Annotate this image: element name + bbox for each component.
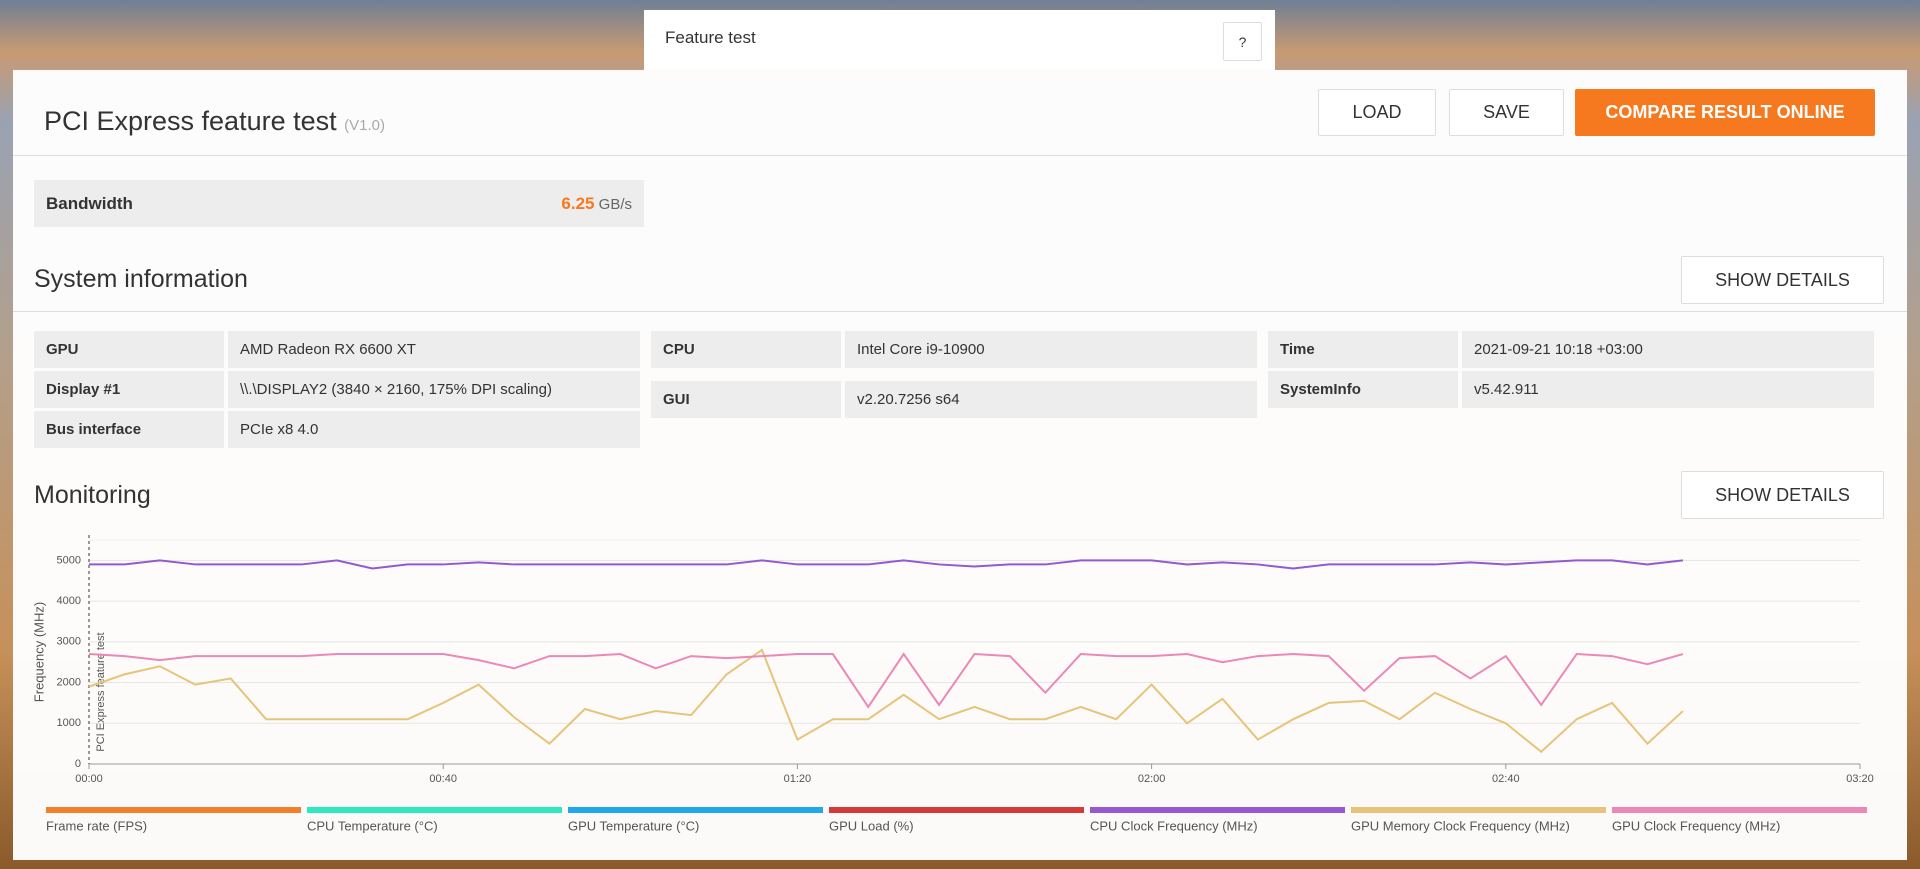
x-tick-label: 02:40 (1492, 773, 1520, 785)
y-tick-label: 3000 (57, 636, 81, 648)
y-tick-label: 1000 (57, 717, 81, 729)
legend-swatch (568, 807, 823, 813)
series-line (88, 648, 1684, 754)
legend-label: Frame rate (FPS) (46, 818, 147, 833)
info-value: 2021-09-21 10:18 +03:00 (1462, 331, 1874, 368)
result-value: 6.25 (561, 193, 595, 213)
info-label: GPU (34, 331, 224, 368)
legend-label: CPU Clock Frequency (MHz) (1090, 818, 1258, 833)
legend-label: GPU Clock Frequency (MHz) (1612, 818, 1780, 833)
y-tick-label: 4000 (57, 595, 81, 607)
info-value: AMD Radeon RX 6600 XT (228, 331, 640, 368)
legend-swatch (307, 807, 562, 813)
result-row: Bandwidth 6.25 GB/s (34, 180, 644, 227)
tab: Feature test ? (644, 10, 1275, 70)
info-label: GUI (651, 381, 841, 418)
show-details-button[interactable]: SHOW DETAILS (1681, 256, 1884, 304)
separator (13, 311, 1907, 312)
result-value-wrap: 6.25 GB/s (561, 194, 632, 214)
section-title: Monitoring (34, 481, 151, 509)
y-tick-label: 2000 (57, 676, 81, 688)
x-tick-label: 02:00 (1138, 773, 1166, 785)
legend-label: GPU Memory Clock Frequency (MHz) (1351, 818, 1570, 833)
legend-label: GPU Temperature (°C) (568, 818, 699, 833)
info-label: CPU (651, 331, 841, 368)
show-details-button[interactable]: SHOW DETAILS (1681, 471, 1884, 519)
help-button[interactable]: ? (1223, 22, 1262, 61)
info-value: v2.20.7256 s64 (845, 381, 1257, 418)
y-tick-label: 0 (75, 758, 81, 770)
y-axis-label: Frequency (MHz) (31, 602, 46, 702)
tab-title: Feature test (665, 28, 756, 47)
info-label: Display #1 (34, 371, 224, 408)
x-tick-label: 03:20 (1846, 773, 1874, 785)
info-label: Time (1268, 331, 1458, 368)
info-value: \\.\DISPLAY2 (3840 × 2160, 175% DPI scal… (228, 371, 640, 408)
x-tick-label: 01:20 (784, 773, 812, 785)
result-label: Bandwidth (46, 193, 133, 213)
info-label: Bus interface (34, 411, 224, 448)
monitoring-chart: 0 1000 2000 3000 4000 5000 00:00 00:40 01:20 02:0… (31, 535, 1874, 833)
compare-button[interactable]: COMPARE RESULT ONLINE (1575, 89, 1875, 136)
legend-label: GPU Load (%) (829, 818, 914, 833)
info-value: v5.42.911 (1462, 371, 1874, 408)
section-title: System information (34, 265, 248, 293)
legend-swatch (1351, 807, 1606, 813)
save-button[interactable]: SAVE (1449, 89, 1564, 136)
series-line (89, 559, 1684, 570)
x-tick-label: 00:40 (429, 773, 457, 785)
info-label: SystemInfo (1268, 371, 1458, 408)
legend-swatch (1612, 807, 1867, 813)
version: (V1.0) (344, 117, 385, 134)
y-tick-label: 5000 (57, 554, 81, 566)
legend-swatch (46, 807, 301, 813)
separator (13, 155, 1907, 156)
legend-label: CPU Temperature (°C) (307, 818, 438, 833)
legend-swatch (829, 807, 1084, 813)
series-line (88, 652, 1684, 709)
title-text: PCI Express feature test (44, 106, 337, 136)
legend-swatch (1090, 807, 1345, 813)
load-button[interactable]: LOAD (1318, 89, 1436, 136)
x-tick-label: 00:00 (75, 773, 103, 785)
annotation: PCI Express feature test (95, 632, 107, 751)
result-unit: GB/s (598, 195, 632, 213)
info-value: PCIe x8 4.0 (228, 411, 640, 448)
info-value: Intel Core i9-10900 (845, 331, 1257, 368)
test-title: PCI Express feature test (V1.0) (44, 106, 385, 137)
